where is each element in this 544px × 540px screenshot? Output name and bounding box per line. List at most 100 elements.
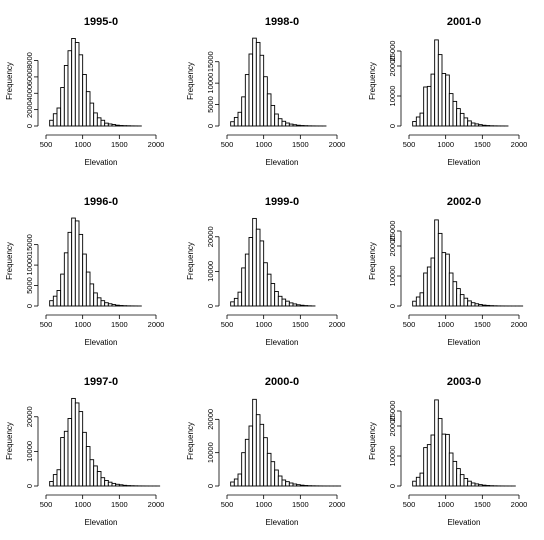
- x-axis-label: Elevation: [85, 518, 118, 527]
- histogram-bar: [263, 76, 268, 127]
- histogram-bar: [255, 41, 261, 127]
- y-tick-label: 10000: [25, 441, 34, 462]
- histogram-bar: [89, 283, 95, 307]
- histogram-bar: [463, 478, 469, 487]
- histogram-bar: [281, 479, 287, 487]
- histogram-bar: [277, 118, 283, 127]
- histogram-bar: [459, 112, 465, 127]
- histogram-bar: [104, 302, 109, 307]
- histogram-bar: [288, 302, 294, 307]
- histogram-bar: [274, 291, 279, 307]
- x-tick-label: 500: [403, 320, 416, 329]
- histogram-bar: [452, 281, 458, 307]
- y-axis-label: Frequency: [5, 242, 14, 280]
- histogram-bar: [467, 480, 472, 487]
- histogram-bar: [230, 481, 235, 487]
- histogram-bar: [241, 267, 246, 307]
- histogram-bar: [426, 85, 432, 127]
- histogram-bar: [292, 303, 298, 307]
- y-tick-label: 15000: [25, 234, 34, 255]
- histogram-bar: [237, 111, 243, 127]
- histogram-bar: [415, 116, 421, 127]
- histogram-bar: [78, 54, 84, 127]
- y-tick-label: 0: [388, 124, 397, 128]
- y-tick-label: 25000: [388, 221, 397, 242]
- histogram-bar: [423, 86, 428, 127]
- histogram-bar: [252, 217, 257, 307]
- chart-title: 2003-0: [447, 376, 481, 388]
- histogram-bar: [100, 119, 106, 127]
- histogram-bar: [93, 465, 98, 487]
- histogram-bar: [441, 252, 447, 307]
- x-axis-label: Elevation: [266, 158, 299, 167]
- histogram-bar: [437, 54, 443, 127]
- histogram-bar: [296, 124, 301, 127]
- histogram-panel: 2001-0 500 1000 1500 2000 Elevation 0 10000 2000…: [368, 16, 527, 167]
- histogram-bar: [248, 425, 254, 487]
- histogram-bar: [459, 294, 465, 307]
- x-tick-label: 500: [221, 500, 234, 509]
- histogram-bar: [445, 74, 450, 127]
- y-tick-label: 25000: [388, 401, 397, 422]
- histogram-bar: [456, 468, 461, 487]
- histogram-bar: [266, 273, 272, 307]
- histogram-bar: [93, 112, 98, 127]
- x-axis-label: Elevation: [448, 158, 481, 167]
- histogram-bar: [485, 304, 491, 307]
- histogram-bar: [82, 74, 87, 127]
- y-tick-label: 0: [206, 304, 215, 308]
- histogram-bar: [111, 124, 117, 127]
- histogram-bar: [63, 430, 69, 487]
- x-tick-label: 1500: [474, 320, 491, 329]
- histogram-bar: [104, 480, 109, 487]
- x-tick-label: 2000: [511, 320, 528, 329]
- histogram-bar: [263, 262, 268, 307]
- x-tick-label: 2000: [511, 500, 528, 509]
- y-tick-label: 0: [388, 484, 397, 488]
- histogram-bar: [60, 437, 65, 487]
- y-axis-label: Frequency: [368, 422, 377, 460]
- x-tick-label: 1000: [437, 320, 454, 329]
- histogram-panel: 2002-0 500 1000 1500 2000 Elevation 0 10000 2000…: [368, 196, 527, 347]
- histogram-bar: [107, 481, 113, 487]
- histogram-bar: [441, 433, 447, 487]
- x-tick-label: 500: [221, 320, 234, 329]
- x-tick-label: 1000: [437, 500, 454, 509]
- histogram-bar: [85, 91, 91, 127]
- histogram-bar: [71, 397, 76, 487]
- histogram-bar: [263, 437, 268, 487]
- chart-title: 1997-0: [84, 376, 118, 388]
- x-axis-label: Elevation: [448, 518, 481, 527]
- x-tick-label: 500: [403, 140, 416, 149]
- histogram-bar: [233, 478, 239, 487]
- histogram-bar: [288, 482, 294, 487]
- histogram-bar: [96, 297, 102, 307]
- histogram-bar: [60, 273, 65, 307]
- histogram-bar: [270, 104, 276, 127]
- histogram-bar: [252, 398, 257, 487]
- histogram-bar: [115, 124, 120, 127]
- histogram-bar: [248, 53, 254, 127]
- x-tick-label: 1000: [437, 140, 454, 149]
- histogram-bar: [274, 113, 279, 127]
- y-tick-label: 0: [25, 124, 34, 128]
- histogram-bar: [255, 414, 261, 487]
- histogram-bar: [74, 402, 80, 487]
- x-tick-label: 1000: [74, 320, 91, 329]
- histogram-bar: [52, 474, 58, 487]
- histogram-bar: [89, 102, 95, 127]
- histogram-bar: [52, 113, 58, 127]
- y-tick-label: 20000: [388, 236, 397, 257]
- histogram-bar: [233, 116, 239, 127]
- histogram-bar: [434, 399, 439, 487]
- histogram-bar: [115, 483, 120, 487]
- histogram-bar: [463, 117, 469, 127]
- histogram-bar: [244, 74, 250, 127]
- histogram-bar: [423, 447, 428, 487]
- histogram-bar: [255, 228, 261, 307]
- y-tick-label: 4000: [25, 85, 34, 102]
- chart-title: 1998-0: [265, 16, 299, 28]
- histogram-bar: [237, 291, 243, 307]
- histogram-bar: [448, 93, 454, 127]
